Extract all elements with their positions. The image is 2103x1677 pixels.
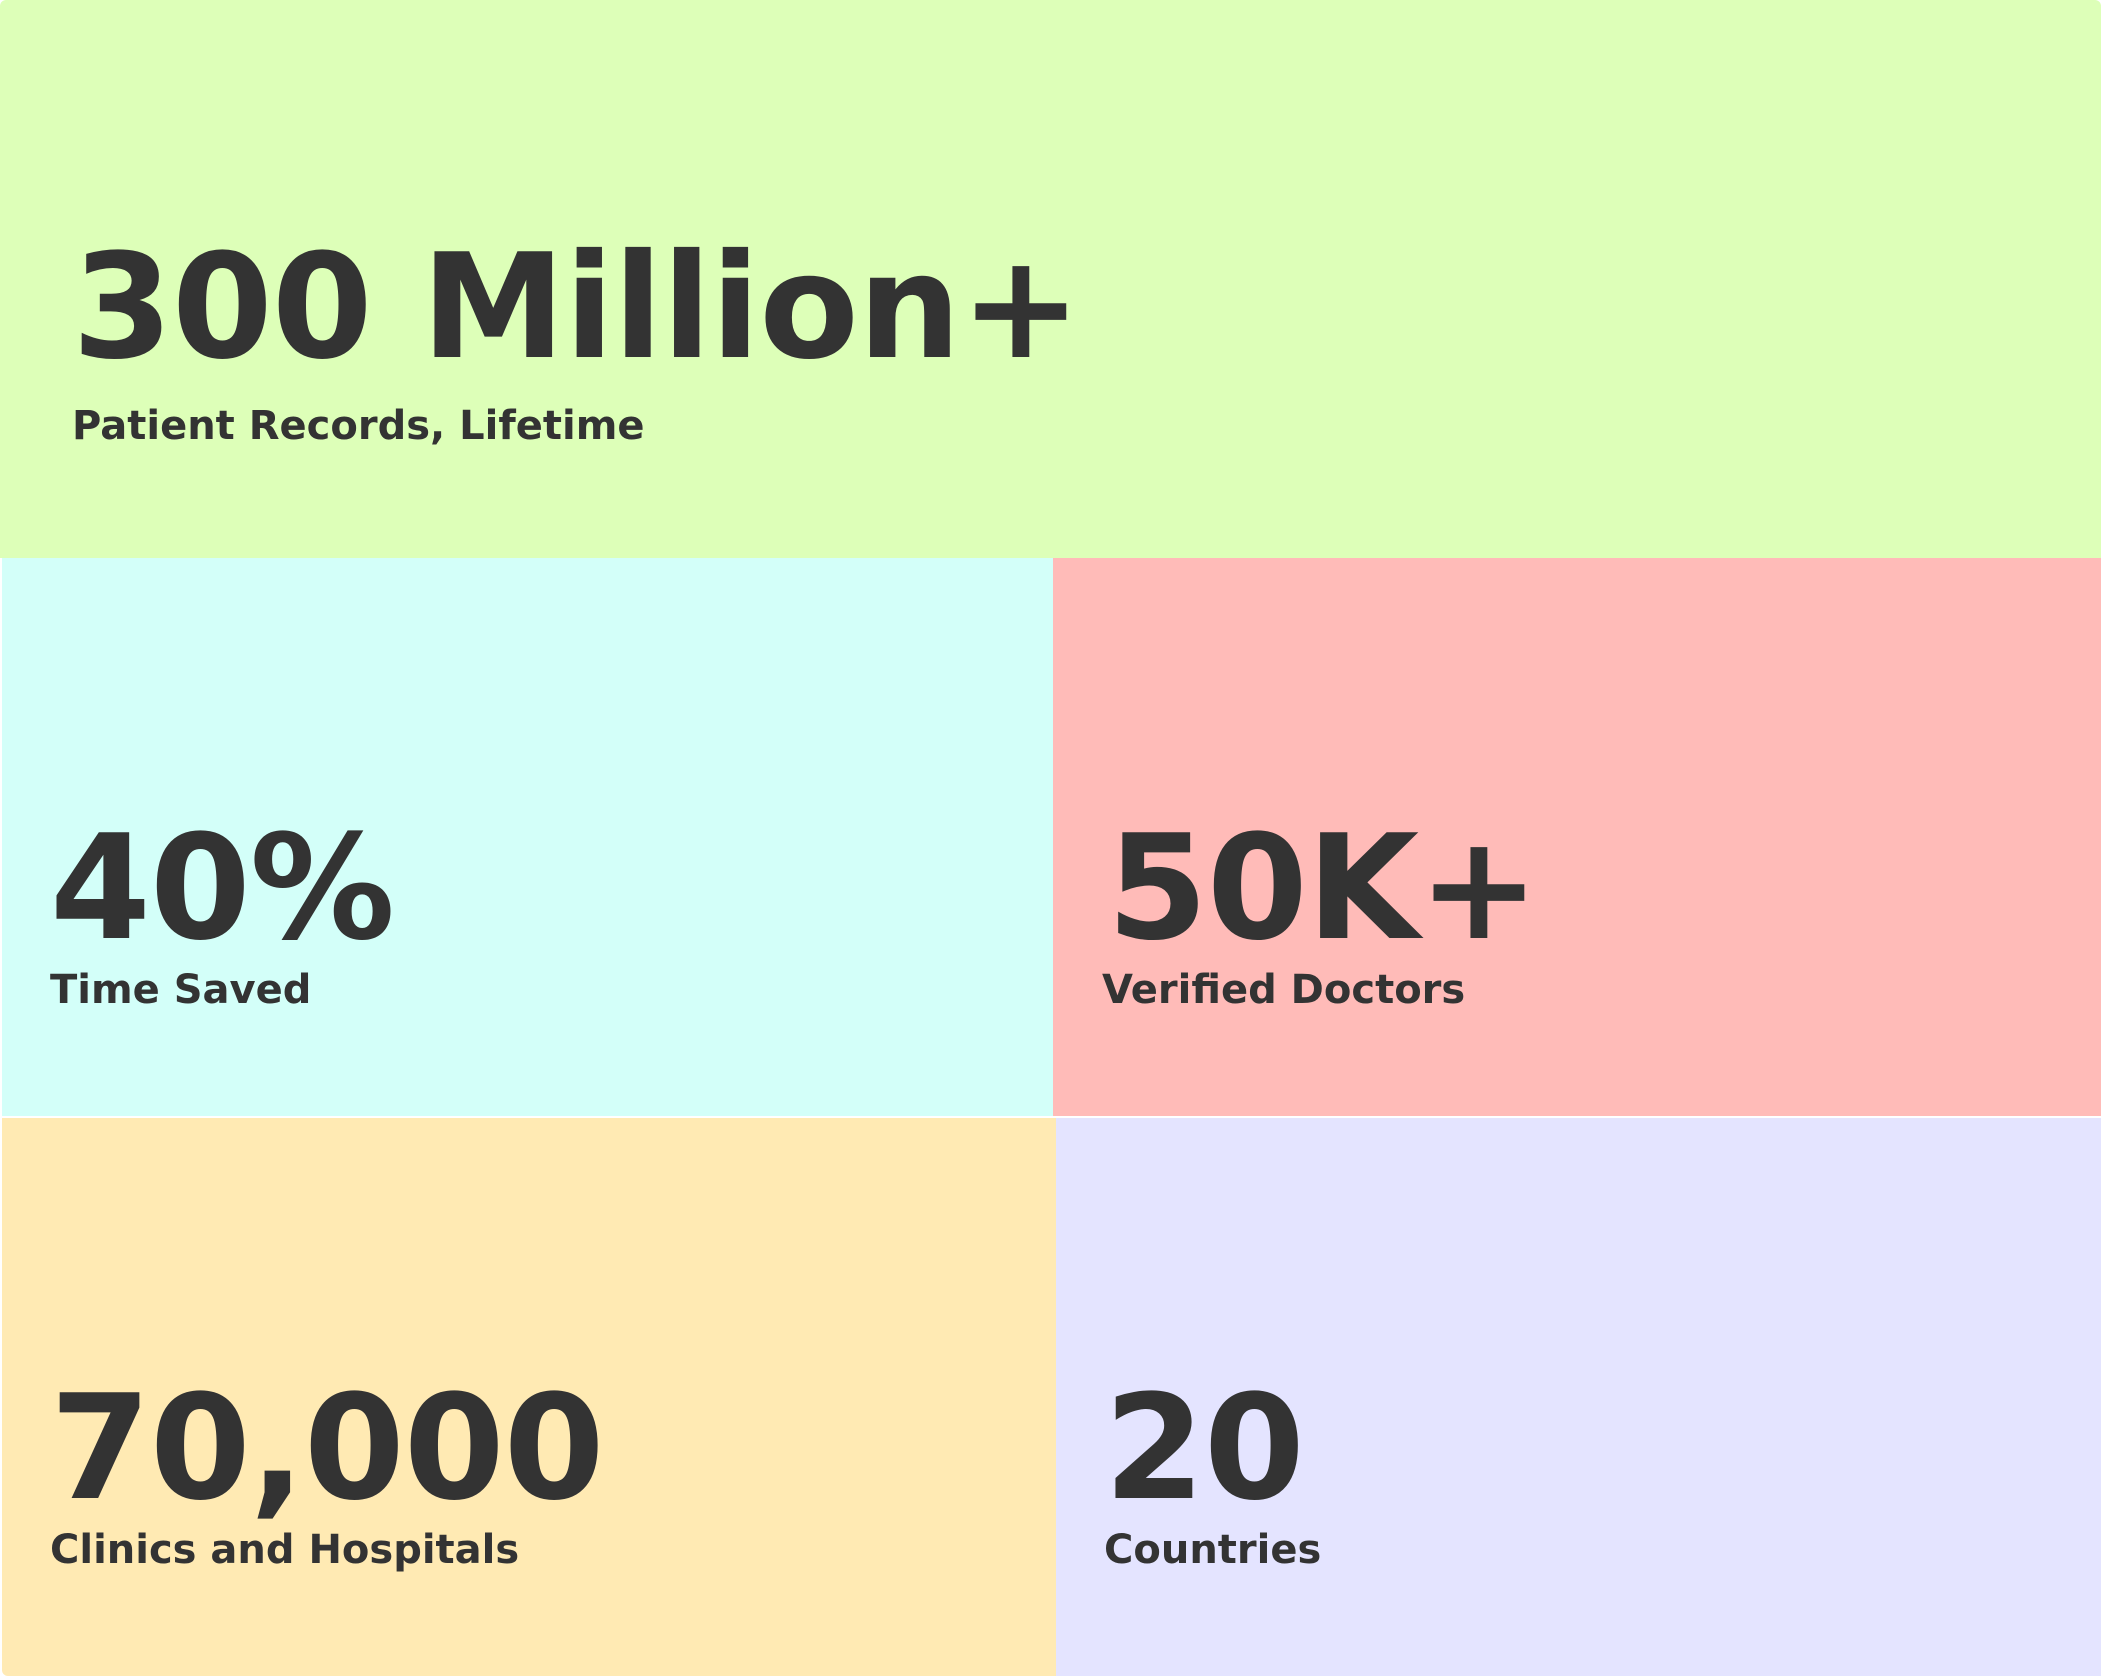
stat-value: 300 Million+ xyxy=(72,223,1082,392)
stat-label: Countries xyxy=(1104,1527,1322,1573)
stat-card-countries: 20 Countries xyxy=(1056,1118,2101,1676)
stat-label: Patient Records, Lifetime xyxy=(72,403,645,449)
stat-card-time-saved: 40% Time Saved xyxy=(2,558,1053,1116)
stat-card-clinics-hospitals: 70,000 Clinics and Hospitals xyxy=(2,1118,1056,1676)
stat-value: 40% xyxy=(50,804,395,973)
stat-label: Time Saved xyxy=(50,967,312,1013)
stat-label: Verified Doctors xyxy=(1102,967,1466,1013)
stat-card-verified-doctors: 50K+ Verified Doctors xyxy=(1053,558,2101,1116)
stat-card-patient-records: 300 Million+ Patient Records, Lifetime xyxy=(0,0,2101,558)
stat-value: 70,000 xyxy=(50,1364,605,1533)
stat-value: 50K+ xyxy=(1107,804,1540,973)
stat-label: Clinics and Hospitals xyxy=(50,1527,520,1573)
stat-value: 20 xyxy=(1104,1364,1305,1533)
